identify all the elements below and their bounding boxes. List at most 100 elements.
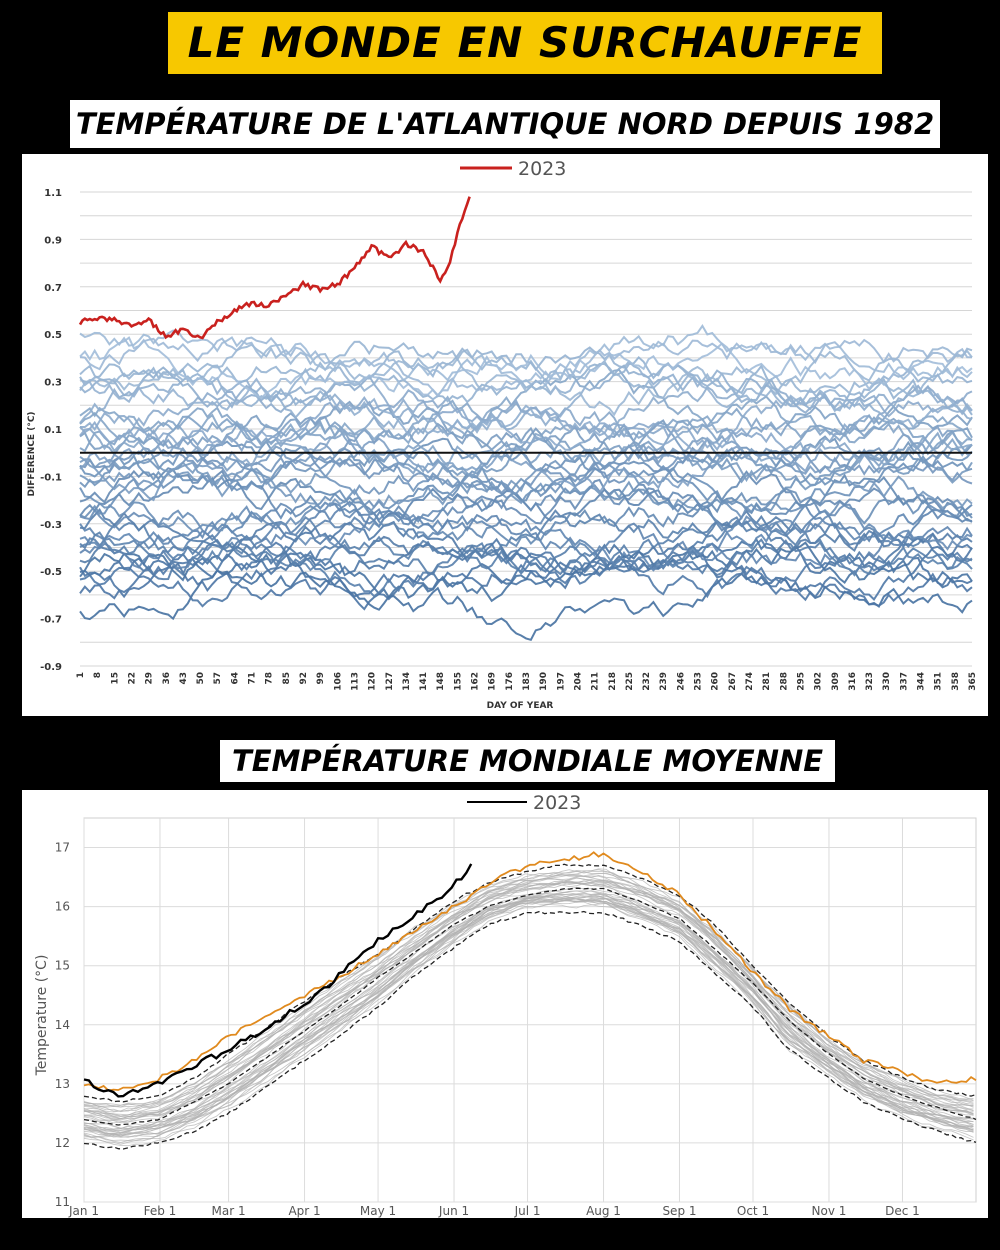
x-tick-label: 78 — [265, 672, 275, 685]
orange-year-line — [83, 851, 977, 1092]
x-tick-label: 120 — [368, 672, 378, 691]
x-tick-label: Dec 1 — [885, 1204, 920, 1218]
y-tick-label: 1.1 — [44, 188, 62, 199]
past-year-line — [83, 876, 974, 1116]
past-year-line — [83, 893, 974, 1132]
y-tick-label: 16 — [55, 900, 70, 914]
y-tick-label: 13 — [55, 1077, 70, 1091]
past-year-line — [79, 494, 973, 572]
past-year-line — [79, 473, 973, 548]
x-tick-label: Mar 1 — [212, 1204, 246, 1218]
past-year-line — [79, 509, 973, 577]
global-mean-chart-panel: 17 16 15 14 13 12 11 Jan 1 Feb 1 Mar 1 Apr 1 May 1… — [22, 790, 988, 1218]
y-tick-label: 0.5 — [44, 330, 62, 341]
y-tick-label: 0.3 — [44, 378, 62, 389]
y-axis-label: DIFFERENCE (°C) — [27, 411, 37, 496]
x-axis-label: DAY OF YEAR — [487, 701, 554, 711]
x-tick-label: 169 — [488, 672, 498, 691]
north-atlantic-chart-panel: 1.1 0.9 0.7 0.5 0.3 0.1 -0.1 -0.3 -0.5 -0.7 -0.9 1… — [22, 154, 988, 716]
past-year-line — [79, 400, 973, 465]
legend-label-2023-global: 2023 — [533, 792, 581, 814]
past-year-line — [80, 374, 973, 452]
x-tick-label: 15 — [110, 672, 120, 685]
y-axis-label-global: Temperature (°C) — [34, 955, 50, 1077]
x-tick-label: 225 — [625, 672, 635, 691]
x-tick-label: Aug 1 — [586, 1204, 621, 1218]
x-tick-label: 1 — [76, 672, 86, 678]
x-tick-label: 29 — [145, 672, 155, 685]
x-tick-label: Jul 1 — [514, 1204, 541, 1218]
x-tick-label: 85 — [282, 672, 292, 685]
x-tick-label: 330 — [882, 672, 892, 691]
x-tick-label: Apr 1 — [288, 1204, 320, 1218]
x-tick-label: 239 — [659, 672, 669, 691]
x-tick-label: Jun 1 — [438, 1204, 469, 1218]
x-tick-label: 134 — [402, 672, 412, 691]
past-year-line — [79, 340, 973, 403]
y-tick-label: 14 — [55, 1018, 70, 1032]
x-tick-label: 267 — [728, 672, 738, 691]
past-year-line — [79, 500, 973, 574]
x-tick-label: 22 — [127, 672, 137, 685]
x-tick-label: 57 — [213, 672, 223, 685]
x-tick-label: 204 — [573, 672, 583, 691]
past-year-line — [79, 346, 973, 411]
x-tick-label: Sep 1 — [662, 1204, 696, 1218]
past-year-line — [83, 870, 974, 1107]
x-tick-label: 288 — [779, 672, 789, 691]
x-tick-label: 281 — [762, 672, 772, 691]
past-year-line — [83, 886, 974, 1124]
past-year-line — [79, 422, 973, 502]
x-tick-label: 106 — [333, 672, 343, 691]
subtitle-north-atlantic: TEMPÉRATURE DE L'ATLANTIQUE NORD DEPUIS … — [70, 100, 940, 148]
past-year-line — [79, 537, 973, 611]
main-title: LE MONDE EN SURCHAUFFE — [168, 12, 882, 74]
y-tick-label: 15 — [55, 959, 70, 973]
past-year-line — [83, 894, 974, 1133]
x-tick-label: 358 — [951, 672, 961, 691]
y-tick-label: 12 — [55, 1136, 70, 1150]
y-tick-label: -0.5 — [40, 567, 62, 578]
x-tick-label: 218 — [608, 672, 618, 691]
x-tick-label: Oct 1 — [737, 1204, 769, 1218]
y-tick-label: -0.3 — [40, 520, 62, 531]
x-tick-label: Nov 1 — [812, 1204, 847, 1218]
x-tick-label: 190 — [539, 672, 549, 691]
y-tick-label: -0.9 — [40, 662, 62, 673]
x-tick-label: 43 — [179, 672, 189, 685]
x-tick-label: 337 — [899, 672, 909, 691]
x-tick-label: 253 — [694, 672, 704, 691]
x-tick-label: 71 — [248, 672, 258, 685]
x-tick-label: 92 — [299, 672, 309, 685]
x-tick-label: Feb 1 — [144, 1204, 177, 1218]
y-tick-label: -0.1 — [40, 472, 62, 483]
lower-bound-line — [83, 910, 977, 1150]
series-2023-global-line — [83, 863, 473, 1098]
past-year-line — [79, 484, 973, 551]
x-tick-label: 323 — [865, 672, 875, 691]
y-tick-label: 17 — [55, 841, 70, 855]
past-year-line — [79, 520, 973, 598]
x-tick-label: 8 — [93, 672, 103, 678]
x-tick-label: 211 — [591, 672, 601, 691]
x-tick-label: May 1 — [360, 1204, 396, 1218]
x-tick-label: 176 — [505, 672, 515, 691]
x-tick-label: 183 — [522, 672, 532, 691]
past-year-line — [83, 897, 974, 1130]
past-year-line — [83, 871, 974, 1108]
x-tick-label: 99 — [316, 672, 326, 685]
x-tick-label: 197 — [556, 672, 566, 691]
past-year-line — [79, 520, 973, 599]
x-tick-label: 316 — [848, 672, 858, 691]
x-tick-label: 148 — [436, 672, 446, 691]
x-tick-label: Jan 1 — [68, 1204, 99, 1218]
x-tick-label: 36 — [162, 672, 172, 685]
global-mean-temperature-chart: 17 16 15 14 13 12 11 Jan 1 Feb 1 Mar 1 Apr 1 May 1… — [34, 792, 977, 1218]
past-year-line — [83, 879, 974, 1121]
y-tick-label: 0.7 — [44, 283, 62, 294]
x-tick-label: 302 — [814, 672, 824, 691]
north-atlantic-sst-chart: 1.1 0.9 0.7 0.5 0.3 0.1 -0.1 -0.3 -0.5 -0.7 -0.9 1… — [27, 158, 978, 711]
past-year-line — [79, 336, 973, 400]
past-year-line — [83, 892, 974, 1134]
past-year-line — [83, 880, 974, 1117]
